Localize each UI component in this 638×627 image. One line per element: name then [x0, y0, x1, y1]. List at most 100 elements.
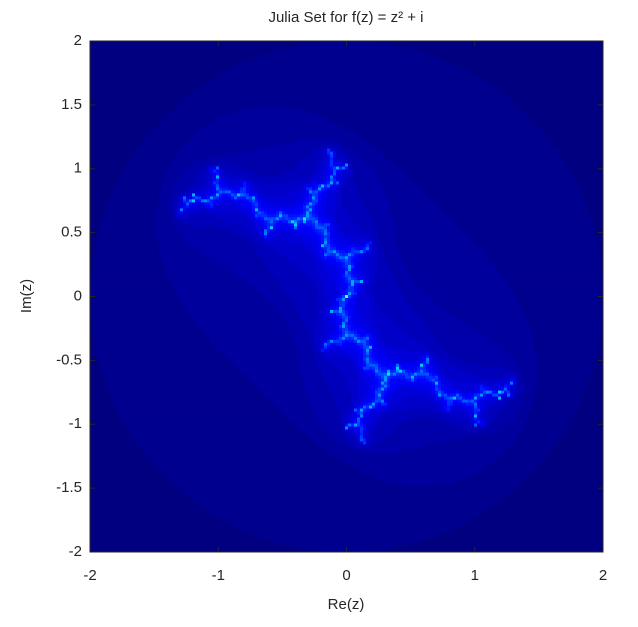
pixel-run: [267, 232, 271, 236]
pixel-run: [489, 390, 493, 395]
pixel-run: [516, 297, 604, 302]
x-tick-label: -2: [83, 567, 96, 584]
pixel-run: [360, 360, 364, 365]
pixel-run: [333, 330, 340, 335]
pixel-run: [204, 253, 259, 257]
pixel-run: [360, 363, 364, 368]
pixel-run: [252, 199, 256, 203]
pixel-run: [378, 378, 382, 383]
pixel-run: [384, 405, 388, 409]
pixel-run: [345, 336, 349, 341]
pixel-run: [309, 402, 337, 406]
pixel-run: [309, 193, 313, 197]
pixel-run: [417, 372, 427, 377]
pixel-run: [336, 366, 355, 371]
pixel-run: [324, 172, 331, 176]
pixel-run: [357, 247, 364, 251]
pixel-run: [324, 262, 331, 266]
pixel-run: [249, 378, 304, 383]
pixel-run: [309, 277, 322, 281]
pixel-run: [318, 315, 325, 320]
pixel-run: [309, 211, 313, 215]
pixel-run: [411, 375, 415, 380]
pixel-run: [294, 342, 313, 347]
pixel-run: [204, 211, 241, 215]
pixel-run: [99, 223, 157, 227]
pixel-run: [594, 357, 604, 362]
pixel-run: [306, 199, 310, 203]
pixel-run: [363, 336, 367, 341]
pixel-run: [411, 378, 415, 383]
pixel-run: [90, 217, 103, 221]
pixel-run: [378, 148, 559, 152]
pixel-run: [519, 387, 526, 392]
pixel-run: [402, 372, 406, 377]
pixel-run: [222, 169, 226, 173]
pixel-run: [312, 256, 319, 260]
pixel-run: [366, 357, 370, 362]
pixel-run: [243, 184, 247, 188]
pixel-run: [306, 190, 310, 194]
pixel-run: [426, 324, 469, 329]
pixel-run: [375, 390, 382, 395]
pixel-run: [327, 268, 340, 272]
pixel-run: [336, 289, 340, 293]
pixel-run: [372, 220, 394, 224]
pixel-run: [90, 193, 112, 197]
pixel-run: [453, 399, 460, 403]
pixel-run: [201, 196, 208, 200]
pixel-run: [387, 366, 394, 371]
pixel-run: [381, 360, 397, 365]
pixel-run: [567, 163, 604, 167]
pixel-run: [345, 300, 349, 305]
pixel-run: [186, 309, 280, 314]
pixel-run: [315, 351, 322, 356]
pixel-run: [156, 220, 175, 224]
pixel-run: [366, 441, 370, 445]
pixel-run: [369, 357, 373, 362]
pixel-run: [372, 399, 376, 403]
pixel-run: [516, 375, 520, 380]
pixel-run: [261, 229, 265, 233]
pixel-run: [450, 402, 454, 406]
pixel-run: [153, 462, 346, 466]
pixel-run: [432, 354, 439, 359]
pixel-run: [501, 393, 508, 398]
pixel-run: [363, 315, 373, 320]
pixel-run: [234, 202, 244, 206]
pixel-run: [279, 253, 313, 257]
pixel-run: [264, 295, 289, 299]
pixel-run: [354, 283, 358, 287]
pixel-run: [375, 381, 379, 386]
pixel-run: [279, 408, 313, 412]
pixel-run: [384, 396, 388, 400]
pixel-run: [297, 306, 319, 311]
pixel-run: [342, 315, 346, 320]
pixel-run: [261, 202, 277, 206]
pixel-run: [369, 426, 376, 430]
pixel-run: [324, 151, 328, 155]
pixel-run: [345, 330, 349, 335]
pixel-run: [306, 432, 331, 436]
pixel-run: [171, 211, 175, 215]
pixel-run: [342, 330, 346, 335]
pixel-run: [267, 223, 271, 227]
pixel-run: [309, 435, 334, 439]
pixel-run: [507, 390, 511, 395]
pixel-run: [492, 393, 496, 398]
pixel-run: [315, 169, 319, 173]
pixel-run: [399, 369, 403, 374]
pixel-run: [351, 399, 355, 403]
pixel-run: [324, 163, 328, 167]
pixel-run: [351, 253, 355, 257]
pixel-run: [297, 220, 301, 224]
pixel-run: [315, 283, 325, 287]
pixel-run: [315, 354, 325, 359]
pixel-run: [294, 220, 298, 224]
pixel-run: [390, 205, 439, 209]
pixel-run: [441, 381, 451, 386]
pixel-run: [321, 241, 325, 245]
pixel-run: [189, 208, 199, 212]
pixel-run: [345, 324, 349, 329]
pixel-run: [90, 46, 286, 51]
